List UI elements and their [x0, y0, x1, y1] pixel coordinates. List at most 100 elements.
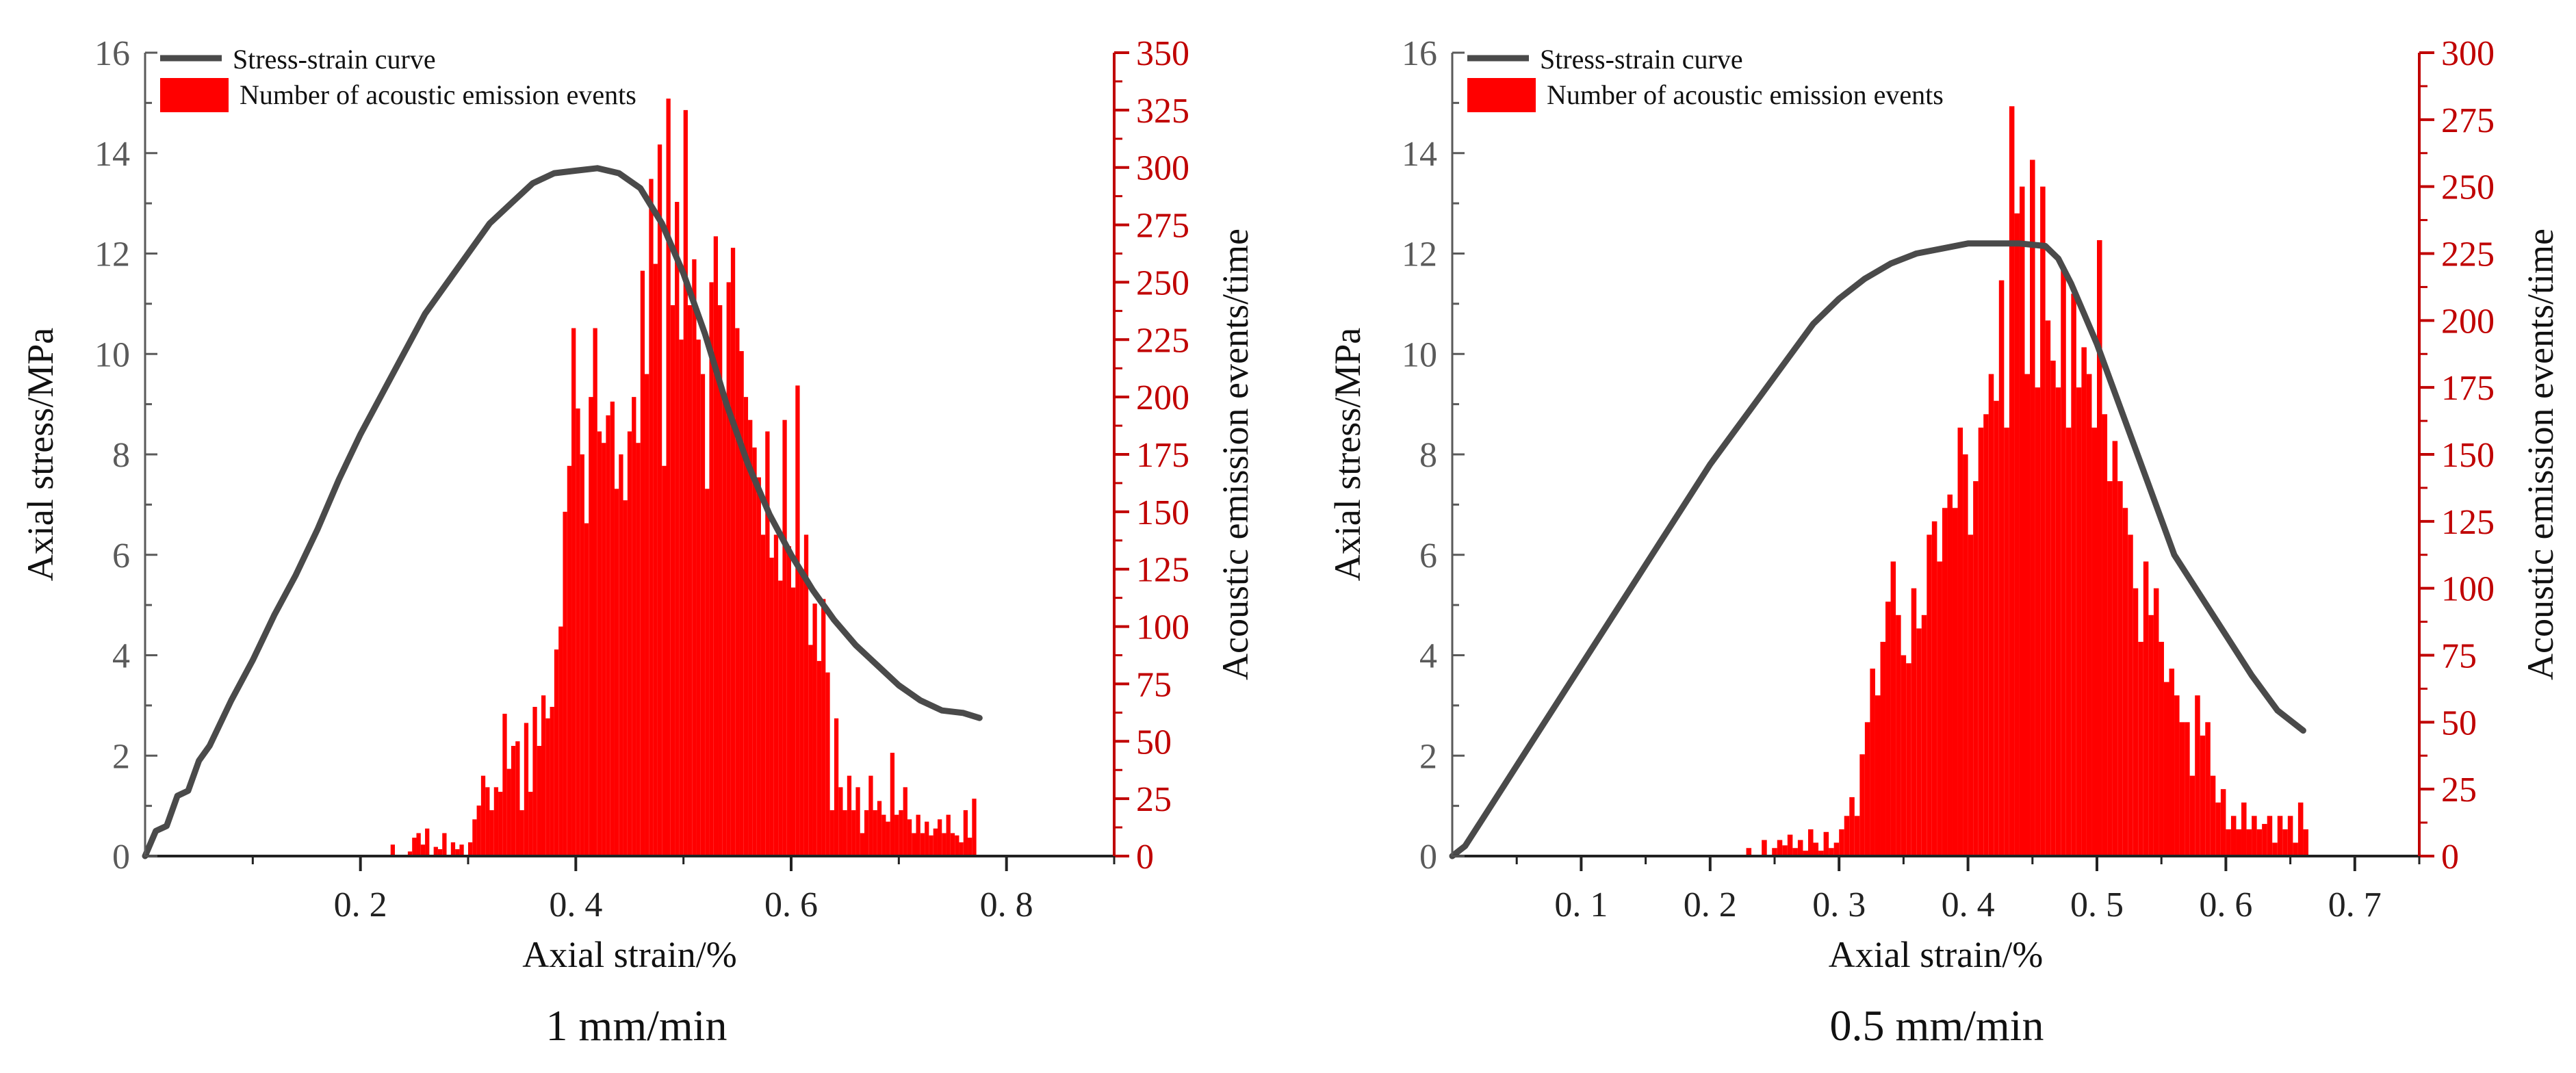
ae-bar	[877, 801, 882, 856]
ae-bar	[864, 810, 869, 856]
ae-bar	[2128, 534, 2133, 856]
ae-bar	[511, 745, 516, 856]
left-tick-label: 12	[94, 235, 130, 274]
ae-bar	[2065, 427, 2072, 856]
ae-bar	[528, 792, 533, 856]
ae-bar	[765, 431, 770, 856]
ae-bar	[1787, 834, 1793, 856]
ae-bar	[649, 179, 654, 856]
right-tick-label: 125	[1136, 551, 1189, 590]
ae-bar	[1968, 534, 1974, 856]
right-tick-label: 275	[1136, 207, 1189, 246]
ae-bar	[632, 397, 636, 856]
ae-bar	[558, 626, 563, 856]
ae-bar	[675, 202, 680, 856]
ae-bar	[773, 534, 779, 856]
x-tick-label: 0. 5	[2070, 885, 2124, 925]
ae-bar	[2081, 347, 2087, 856]
ae-bar	[657, 144, 662, 857]
ae-bar	[955, 835, 959, 856]
ae-bar	[1994, 400, 1999, 856]
ae-bar	[1973, 481, 1979, 856]
ae-bar	[506, 768, 511, 856]
ae-bar	[2189, 775, 2195, 856]
left-tick-label: 14	[1402, 135, 1437, 174]
ae-bar	[2107, 481, 2113, 856]
ae-bar	[1942, 508, 1948, 856]
ae-bar	[2055, 387, 2061, 856]
ae-bar	[468, 842, 473, 856]
ae-bar	[1885, 602, 1891, 856]
ae-bar	[912, 833, 916, 856]
legend-label-bars: Number of acoustic emission events	[1547, 79, 1944, 110]
ae-bar	[1777, 840, 1783, 856]
ae-bar	[2256, 829, 2263, 856]
ae-bar	[2143, 561, 2149, 856]
ae-bar	[437, 849, 443, 856]
ae-bar	[1931, 521, 1937, 856]
right-tick-label: 25	[1136, 780, 1172, 819]
ae-bar	[2112, 441, 2118, 856]
right-tick-label: 225	[2441, 235, 2495, 274]
ae-bar	[1901, 655, 1907, 856]
ae-bar	[743, 397, 749, 856]
chart-panel: 0 2 4 6 8 10 12 14 16 0 25 50 75 100 125 150 175 200 225 25…	[1327, 34, 2561, 1050]
ae-bar	[1890, 561, 1896, 856]
ae-bar	[584, 523, 589, 856]
ae-bar	[829, 810, 834, 856]
stress-strain-line	[1449, 240, 2306, 859]
left-tick-label: 6	[112, 536, 130, 576]
ae-bar	[2148, 615, 2154, 856]
ae-bar	[498, 792, 503, 856]
ae-bar	[1803, 851, 1808, 856]
left-tick-label: 10	[94, 335, 130, 374]
ae-bar	[782, 419, 787, 856]
x-tick-label: 0. 4	[1942, 885, 1995, 925]
ae-bar	[886, 821, 890, 856]
ae-bar	[2076, 387, 2082, 856]
ae-bar	[1859, 754, 1865, 856]
ae-bar	[1906, 663, 1911, 856]
ae-bar	[1762, 840, 1767, 856]
right-tick-label: 225	[1136, 321, 1189, 360]
ae-bar	[2215, 802, 2221, 856]
right-tick-label: 200	[2441, 302, 2495, 341]
ae-bar	[937, 819, 942, 856]
ae-bar	[925, 821, 929, 856]
legend-bar-swatch	[160, 78, 229, 112]
ae-bar	[1792, 848, 1798, 856]
ae-bar	[2040, 186, 2046, 857]
ae-bar	[881, 814, 886, 856]
ae-bar	[1782, 845, 1788, 856]
ae-bar	[589, 397, 593, 856]
ae-bar	[2004, 427, 2009, 856]
ae-bar	[390, 844, 396, 856]
ae-bar	[407, 851, 413, 856]
ae-bar	[416, 833, 421, 856]
right-tick-label: 300	[1136, 149, 1189, 188]
ae-bar	[433, 846, 438, 856]
ae-bar	[907, 819, 912, 856]
ae-bar	[2071, 294, 2076, 856]
ae-bar	[614, 489, 619, 856]
ae-bar	[1844, 816, 1850, 856]
right-tick-label: 150	[2441, 436, 2495, 475]
ae-bar	[1983, 414, 1989, 856]
ae-bar	[894, 814, 899, 856]
right-tick-label: 175	[2441, 369, 2495, 408]
left-tick-label: 2	[112, 737, 130, 776]
ae-bar	[855, 787, 860, 856]
ae-bar	[2230, 816, 2237, 856]
left-tick-label: 0	[112, 838, 130, 877]
right-tick-label: 200	[1136, 378, 1189, 417]
ae-bar	[1911, 588, 1917, 856]
ae-bar	[1937, 561, 1942, 856]
ae-bar	[705, 489, 710, 856]
legend-label-curve: Stress-strain curve	[233, 44, 436, 75]
ae-bar	[756, 477, 761, 856]
ae-bar	[2226, 829, 2231, 856]
ae-bar	[610, 401, 615, 856]
left-axis-title: Axial stress/MPa	[1327, 328, 1368, 582]
ae-bar	[821, 599, 826, 856]
ae-bar	[1818, 851, 1824, 856]
